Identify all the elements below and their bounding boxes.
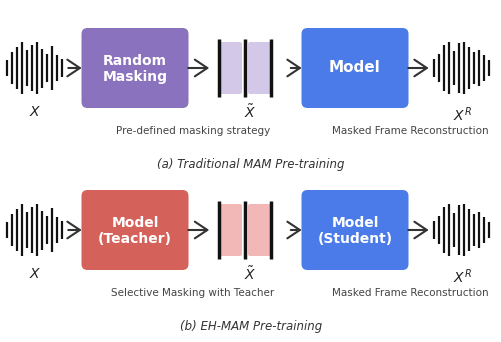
FancyBboxPatch shape	[247, 204, 272, 256]
Text: Masking: Masking	[102, 70, 167, 84]
Text: Selective Masking with Teacher: Selective Masking with Teacher	[111, 288, 274, 298]
Text: Model: Model	[111, 216, 158, 230]
Text: Masked Frame Reconstruction: Masked Frame Reconstruction	[331, 288, 487, 298]
FancyBboxPatch shape	[247, 42, 272, 94]
Text: (Student): (Student)	[317, 232, 392, 246]
Text: (b) EH-MAM Pre-training: (b) EH-MAM Pre-training	[179, 320, 322, 333]
Text: $\tilde{X}$: $\tilde{X}$	[243, 103, 256, 121]
Text: $X^R$: $X^R$	[452, 105, 470, 123]
Text: Pre-defined masking strategy: Pre-defined masking strategy	[116, 126, 270, 136]
Text: $X^R$: $X^R$	[452, 267, 470, 286]
FancyBboxPatch shape	[301, 190, 408, 270]
Text: Model: Model	[329, 61, 380, 76]
FancyBboxPatch shape	[217, 204, 241, 256]
Text: Model: Model	[331, 216, 378, 230]
Text: $\tilde{X}$: $\tilde{X}$	[243, 265, 256, 282]
Text: Random: Random	[103, 54, 167, 68]
Text: (Teacher): (Teacher)	[98, 232, 172, 246]
FancyBboxPatch shape	[81, 28, 188, 108]
FancyBboxPatch shape	[301, 28, 408, 108]
Text: $X$: $X$	[29, 105, 41, 119]
FancyBboxPatch shape	[217, 42, 241, 94]
Text: $X$: $X$	[29, 267, 41, 281]
FancyBboxPatch shape	[81, 190, 188, 270]
Text: (a) Traditional MAM Pre-training: (a) Traditional MAM Pre-training	[157, 158, 344, 171]
Text: Masked Frame Reconstruction: Masked Frame Reconstruction	[331, 126, 487, 136]
